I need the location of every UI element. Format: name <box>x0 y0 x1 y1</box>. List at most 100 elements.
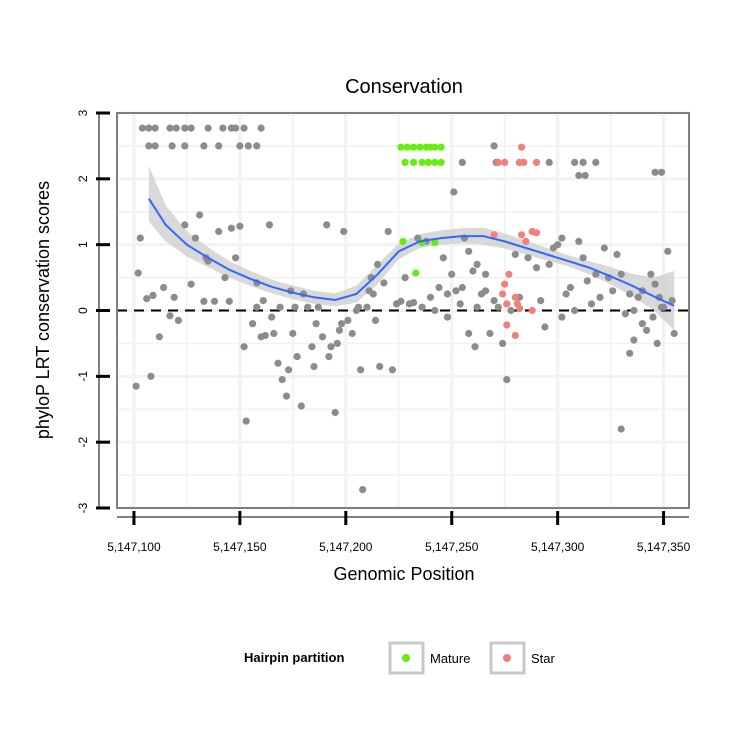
point-other <box>240 124 248 132</box>
point-other <box>221 274 229 282</box>
point-other <box>558 234 566 242</box>
point-other <box>278 376 286 384</box>
point-star <box>518 231 526 239</box>
point-other <box>592 158 600 166</box>
point-star <box>503 300 511 308</box>
x-tick-label: 5,147,100 <box>107 540 161 554</box>
point-mature <box>437 143 445 151</box>
chart-title: Conservation <box>345 76 463 98</box>
point-other <box>242 417 250 425</box>
legend-dot-star <box>503 654 511 662</box>
point-star <box>490 231 498 239</box>
point-other <box>200 297 208 305</box>
point-other <box>376 362 384 371</box>
point-other <box>293 353 301 361</box>
point-other <box>151 142 159 150</box>
point-other <box>443 313 452 321</box>
point-other <box>458 283 466 292</box>
point-other <box>384 227 392 236</box>
point-other <box>310 362 318 371</box>
point-other <box>596 293 604 301</box>
point-other <box>465 247 473 255</box>
point-other <box>592 270 600 278</box>
point-other <box>265 221 274 229</box>
point-other <box>490 297 498 305</box>
point-other <box>638 320 647 328</box>
x-tick-label: 5,147,200 <box>319 540 373 554</box>
point-other <box>314 303 322 311</box>
point-other <box>215 227 223 236</box>
legend-dot-mature <box>402 654 410 662</box>
point-other <box>545 158 553 166</box>
point-other <box>249 320 257 328</box>
x-tick-label: 5,147,300 <box>531 540 585 554</box>
point-other <box>253 142 261 150</box>
point-other <box>174 316 182 324</box>
point-other <box>369 290 377 298</box>
series-other <box>132 124 678 494</box>
point-mature <box>437 158 445 166</box>
point-other <box>626 349 634 357</box>
point-star <box>532 229 541 237</box>
point-other <box>490 142 498 150</box>
point-other <box>354 303 363 311</box>
x-tick-label: 5,147,150 <box>213 540 267 554</box>
point-other <box>191 234 199 242</box>
point-other <box>232 254 240 262</box>
series-star <box>490 143 541 340</box>
point-other <box>397 297 405 305</box>
point-other <box>579 158 587 166</box>
point-other <box>143 295 151 303</box>
point-other <box>145 124 153 132</box>
point-other <box>331 408 339 417</box>
point-other <box>149 291 157 299</box>
legend-label-star: Star <box>531 651 556 666</box>
point-other <box>257 124 265 132</box>
point-other <box>261 331 269 340</box>
point-other <box>380 279 388 287</box>
point-other <box>132 382 140 390</box>
point-other <box>268 313 276 321</box>
point-other <box>147 372 155 380</box>
point-other <box>471 343 479 351</box>
point-other <box>236 222 244 230</box>
point-mature <box>431 239 439 247</box>
x-axis-label: Genomic Position <box>333 564 474 584</box>
point-other <box>327 343 335 351</box>
y-axis: -3 -2 -1 0 1 2 3 <box>76 109 110 513</box>
point-mature <box>431 158 439 166</box>
point-mature <box>412 269 420 277</box>
point-other <box>215 142 223 150</box>
point-other <box>507 306 515 315</box>
point-mature <box>431 143 439 151</box>
y-axis-label: phyloP LRT conservation scores <box>33 181 53 439</box>
point-mature <box>401 158 409 166</box>
point-star <box>518 143 526 151</box>
point-other <box>439 254 447 262</box>
point-other <box>136 234 144 242</box>
point-other <box>558 313 566 321</box>
point-other <box>448 270 456 278</box>
point-other <box>494 303 502 311</box>
point-other <box>579 254 587 262</box>
point-star <box>503 321 511 329</box>
point-star <box>501 280 509 288</box>
point-mature <box>410 143 418 151</box>
point-other <box>333 339 341 347</box>
point-mature <box>416 143 424 151</box>
point-other <box>545 260 553 268</box>
point-other <box>634 293 642 301</box>
y-tick-label: 0 <box>76 307 90 314</box>
point-other <box>651 168 659 176</box>
point-other <box>524 254 532 262</box>
point-other <box>181 221 189 229</box>
point-other <box>482 287 490 295</box>
point-other <box>554 241 562 249</box>
data-points <box>132 124 678 494</box>
x-tick-label: 5,147,250 <box>425 540 479 554</box>
point-other <box>291 303 299 311</box>
point-other <box>323 221 331 229</box>
panel-border <box>116 112 690 509</box>
y-tick-label: -2 <box>76 437 90 448</box>
point-other <box>575 171 583 180</box>
